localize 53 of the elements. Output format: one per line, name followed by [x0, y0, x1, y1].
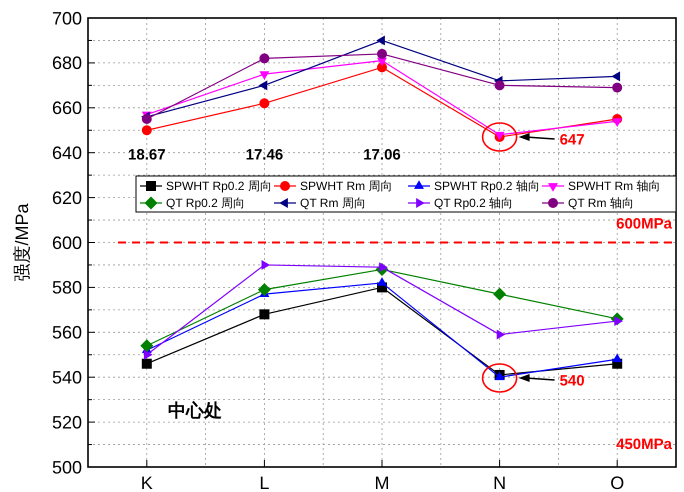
y-tick-label: 520	[52, 412, 82, 432]
y-tick-label: 500	[52, 457, 82, 478]
annotation: 540	[560, 372, 585, 390]
point	[142, 358, 152, 369]
y-tick-label: 620	[52, 188, 82, 208]
point	[259, 53, 270, 64]
legend-label: QT Rp0.2 周向	[166, 196, 246, 210]
point	[142, 114, 152, 124]
legend-label: QT Rm 周向	[300, 196, 366, 210]
legend-label: SPWHT Rp0.2 轴向	[434, 179, 540, 194]
y-tick-label: 660	[52, 98, 82, 118]
legend-label: QT Rm 轴向	[568, 196, 634, 210]
point	[376, 35, 385, 46]
x-tick-label: K	[140, 473, 153, 492]
y-tick-label: 700	[52, 8, 82, 28]
x-tick-label: O	[610, 473, 624, 492]
point	[259, 98, 270, 108]
legend-label: SPWHT Rm 周向	[300, 179, 392, 194]
y-tick-label: 580	[52, 278, 82, 298]
y-tick-label: 640	[52, 143, 82, 163]
annotation: 647	[560, 131, 585, 148]
point	[258, 80, 268, 90]
point	[259, 71, 270, 80]
point	[259, 309, 270, 320]
annotation: 18.67	[128, 146, 166, 164]
x-tick-label: N	[493, 473, 506, 492]
annotation: 17.46	[246, 146, 284, 164]
legend-label: QT Rp0.2 轴向	[434, 196, 514, 210]
point	[614, 316, 623, 326]
annotation: 中心处	[168, 400, 222, 420]
y-tick-label: 560	[52, 322, 82, 343]
point	[377, 48, 387, 59]
ref-line-label: 600MPa	[616, 216, 673, 232]
y-axis-title: 强度/MPa	[12, 202, 32, 282]
point	[142, 125, 152, 136]
annotation: 17.06	[363, 146, 401, 164]
x-tick-label: M	[374, 473, 390, 492]
point	[494, 80, 505, 90]
point	[377, 277, 387, 286]
point	[612, 118, 622, 128]
point	[140, 339, 154, 352]
y-tick-label: 540	[52, 368, 82, 388]
y-tick-label: 600	[52, 232, 82, 253]
point	[612, 82, 622, 93]
annotation: 450MPa	[616, 436, 673, 453]
point	[493, 288, 506, 301]
point	[496, 330, 506, 340]
legend-label: SPWHT Rm 轴向	[568, 179, 660, 194]
x-tick-label: L	[259, 473, 270, 492]
legend-label: SPWHT Rp0.2 周向	[166, 179, 272, 194]
point	[258, 283, 271, 296]
y-tick-label: 680	[52, 53, 82, 74]
point	[612, 353, 622, 362]
